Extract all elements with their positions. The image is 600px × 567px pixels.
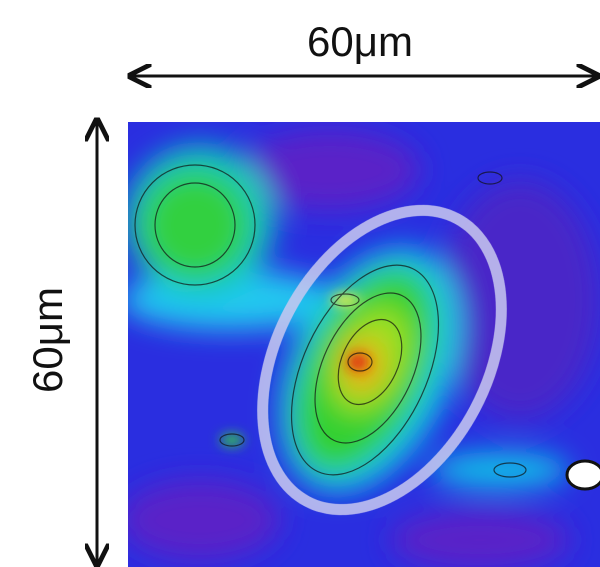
heatmap xyxy=(128,122,600,567)
vertical-scale-label: 60μm xyxy=(24,287,71,393)
horizontal-scale-label: 60μm xyxy=(307,18,413,65)
region-outline xyxy=(257,204,507,516)
